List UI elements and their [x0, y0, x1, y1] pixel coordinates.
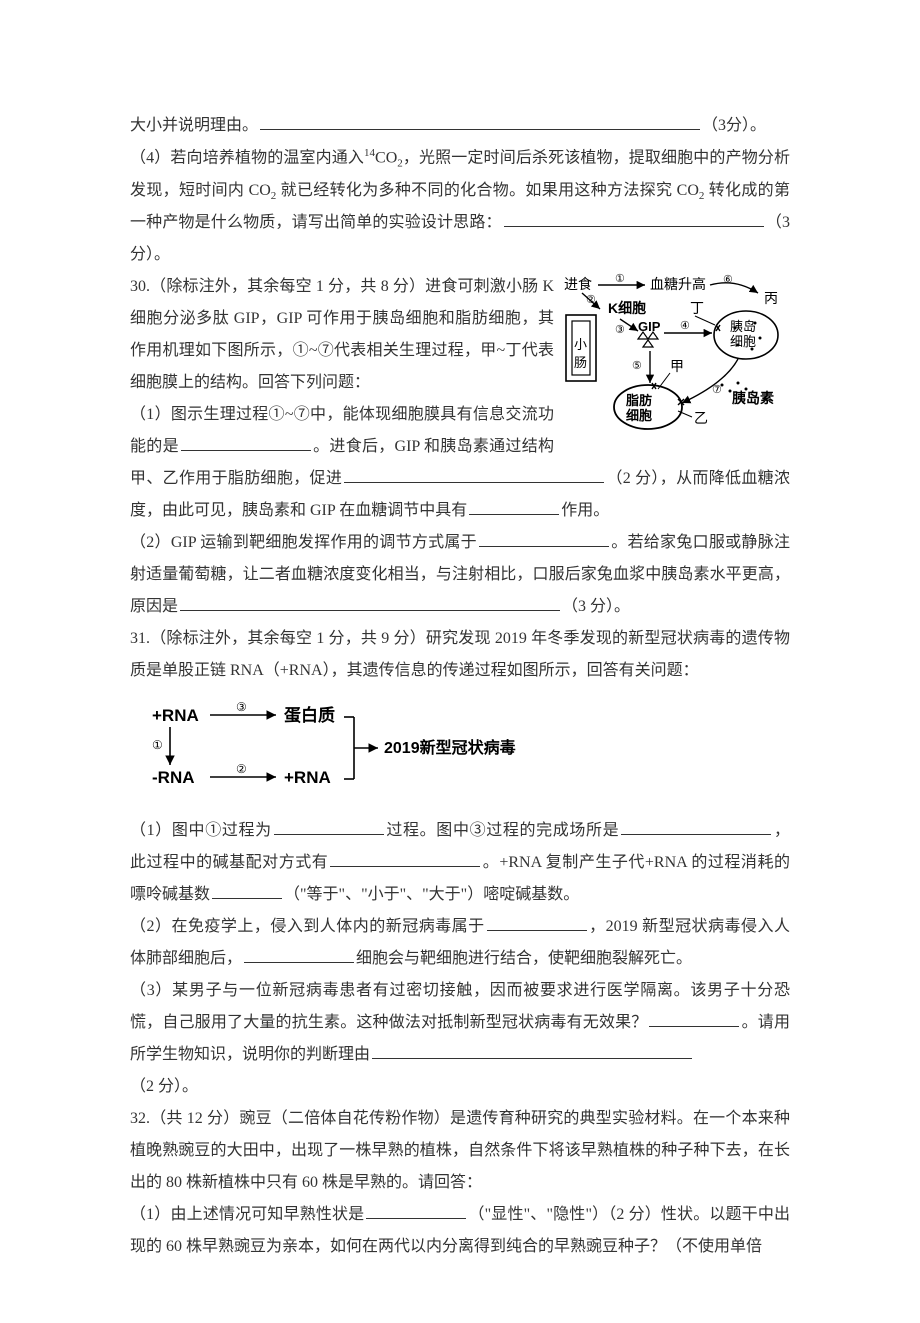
blank — [244, 962, 354, 963]
blank — [504, 226, 764, 227]
blank — [366, 1218, 466, 1219]
blank — [621, 834, 771, 835]
blank — [469, 514, 559, 515]
blank — [212, 898, 282, 899]
blank — [180, 610, 560, 611]
c5: ⑤ — [632, 360, 642, 372]
plus-rna2: +RNA — [284, 768, 331, 787]
blank — [487, 930, 587, 931]
label-ding: 丁 — [690, 300, 704, 316]
blank — [274, 834, 384, 835]
blank — [181, 450, 311, 451]
label-kcell: K细胞 — [608, 300, 646, 316]
label-xiaochang-2: 肠 — [574, 355, 587, 370]
blank — [372, 1058, 692, 1059]
q31-p3-points: （2 分）。 — [130, 1071, 790, 1103]
blank — [260, 129, 700, 130]
c2: ② — [586, 294, 596, 306]
q29-p4: （4）若向培养植物的温室内通入14CO2，光照一定时间后杀死该植物，提取细胞中的… — [130, 142, 790, 271]
q31-p1b: 过程。图中③过程的完成场所是 — [386, 822, 620, 839]
q30-block: 进食 ① 血糖升高 ⑥ 丙 ② K细胞 丁 小 肠 — [130, 271, 790, 623]
q29-p3-tail: 大小并说明理由。 （3分）。 — [130, 110, 790, 142]
blank — [344, 482, 604, 483]
q31-p1: （1）图中①过程为过程。图中③过程的完成场所是，此过程中的碱基配对方式有。+RN… — [130, 815, 790, 911]
label-yidao-1: 胰岛 — [730, 319, 756, 334]
co2: CO — [375, 149, 397, 166]
label-zhifang-1: 脂肪 — [625, 393, 652, 408]
q29-p4-a: （4）若向培养植物的温室内通入 — [130, 149, 364, 166]
q30-p2a: （2）GIP 运输到靶细胞发挥作用的调节方式属于 — [130, 534, 477, 551]
label-yidao-2: 细胞 — [730, 334, 756, 349]
c4: ④ — [680, 320, 690, 332]
c3: ③ — [615, 324, 625, 336]
minus-rna: -RNA — [152, 768, 195, 787]
c3r: ③ — [236, 700, 247, 714]
document-body: 大小并说明理由。 （3分）。 （4）若向培养植物的温室内通入14CO2，光照一定时… — [130, 110, 790, 1263]
c1: ① — [615, 273, 625, 285]
q30-p1d: 作用。 — [561, 502, 609, 519]
q31-intro: 31.（除标注外，其余每空 1 分，共 9 分）研究发现 2019 年冬季发现的… — [130, 630, 790, 679]
blank — [649, 1026, 739, 1027]
q30-intro: 30.（除标注外，其余每空 1 分，共 8 分）进食可刺激小肠 K 细胞分泌多肽… — [130, 278, 554, 391]
label-xuetang: 血糖升高 — [650, 276, 706, 292]
label-jia: 甲 — [670, 358, 684, 374]
q31-p3c: （2 分）。 — [130, 1078, 198, 1095]
q30-p1b: 。进食后，GIP 和胰岛素通过结构甲、乙作用于脂肪细胞，促进 — [130, 438, 554, 487]
q29-p3-points: （3分）。 — [702, 117, 766, 134]
q31-block: 31.（除标注外，其余每空 1 分，共 9 分）研究发现 2019 年冬季发现的… — [130, 623, 790, 1103]
q30-p2: （2）GIP 运输到靶细胞发挥作用的调节方式属于。若给家兔口服或静脉注射适量葡萄… — [130, 527, 790, 623]
q29-p3-text: 大小并说明理由。 — [130, 117, 258, 134]
c1r: ① — [152, 738, 163, 752]
blank — [479, 546, 609, 547]
virus: 2019新型冠状病毒 — [384, 738, 516, 757]
q32-intro: 32.（共 12 分）豌豆（二倍体自花传粉作物）是遗传育种研究的典型实验材料。在… — [130, 1110, 790, 1191]
q31-p2c: 细胞会与靶细胞进行结合，使靶细胞裂解死亡。 — [356, 950, 692, 967]
q31-p2a: （2）在免疫学上，侵入到人体内的新冠病毒属于 — [130, 918, 485, 935]
q31-p3: （3）某男子与一位新冠病毒患者有过密切接触，因而被要求进行医学隔离。该男子十分恐… — [130, 975, 790, 1071]
q32-p1a: （1）由上述情况可知早熟性状是 — [130, 1206, 364, 1223]
label-yi: 乙 — [694, 410, 708, 426]
isotope: 14 — [364, 147, 375, 159]
label-zhifang-2: 细胞 — [626, 408, 652, 423]
q30-p2c: （3 分）。 — [562, 598, 630, 615]
q31-p3a: （3）某男子与一位新冠病毒患者有过密切接触，因而被要求进行医学隔离。该男子十分恐… — [130, 982, 790, 1031]
q29-p4-c: 就已经转化为多种不同的化合物。如果用这种方法探究 CO — [276, 182, 699, 199]
q31-p2: （2）在免疫学上，侵入到人体内的新冠病毒属于，2019 新型冠状病毒侵入人体肺部… — [130, 911, 790, 975]
label-xiaochang-1: 小 — [574, 337, 587, 352]
label-bing: 丙 — [764, 290, 778, 306]
label-yidaosu: 胰岛素 — [732, 390, 774, 406]
label-gip: GIP — [638, 319, 661, 334]
label-jinshi: 进食 — [564, 276, 592, 292]
q31-p1a: （1）图中①过程为 — [130, 822, 272, 839]
q32-p1: （1）由上述情况可知早熟性状是（"显性"、"隐性"）（2 分）性状。以题干中出现… — [130, 1199, 790, 1263]
q30-diagram: 进食 ① 血糖升高 ⑥ 丙 ② K细胞 丁 小 肠 — [560, 273, 790, 443]
blank — [330, 866, 480, 867]
c6: ⑥ — [723, 274, 733, 286]
plus-rna: +RNA — [152, 706, 199, 725]
protein: 蛋白质 — [284, 705, 335, 725]
q31-diagram: +RNA ③ 蛋白质 ① -RNA ② +RNA 2019新型冠状病毒 — [146, 699, 566, 797]
q32-block: 32.（共 12 分）豌豆（二倍体自花传粉作物）是遗传育种研究的典型实验材料。在… — [130, 1103, 790, 1263]
q31-p1e: （"等于"、"小于"、"大于"）嘧啶碱基数。 — [284, 886, 579, 903]
c2r: ② — [236, 762, 247, 776]
